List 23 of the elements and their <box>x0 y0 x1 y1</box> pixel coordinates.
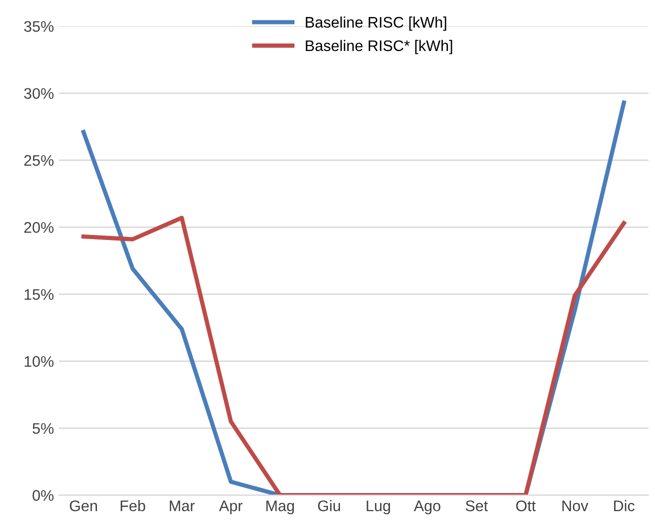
y-tick-label: 30% <box>24 88 54 99</box>
x-tick-label: Giu <box>318 500 340 512</box>
y-tick-label: 25% <box>24 155 54 166</box>
x-tick-label: Lug <box>366 500 390 514</box>
y-tick-label: 5% <box>32 423 54 434</box>
y-tick-label: 35% <box>24 21 54 32</box>
x-tick-label: Ott <box>516 500 536 512</box>
x-tick-label: Dic <box>614 500 635 512</box>
x-tick-label: Ago <box>414 500 440 514</box>
y-tick-label: 20% <box>24 222 54 233</box>
x-tick-label: Apr <box>219 500 243 514</box>
x-tick-label: Mag <box>266 500 294 514</box>
line-series <box>81 216 626 496</box>
y-tick-label: 15% <box>24 289 54 300</box>
legend-label: Baseline RISC [kWh] <box>306 16 446 31</box>
x-tick-label: Mar <box>170 500 195 512</box>
x-tick-label: Feb <box>120 500 146 512</box>
x-tick-label: Nov <box>562 500 588 512</box>
y-tick-label: 0% <box>32 490 54 501</box>
legend-label: Baseline RISC* [kWh] <box>306 40 452 54</box>
x-tick-label: Gen <box>70 500 97 512</box>
y-tick-label: 10% <box>24 356 54 367</box>
x-tick-label: Set <box>466 500 488 512</box>
